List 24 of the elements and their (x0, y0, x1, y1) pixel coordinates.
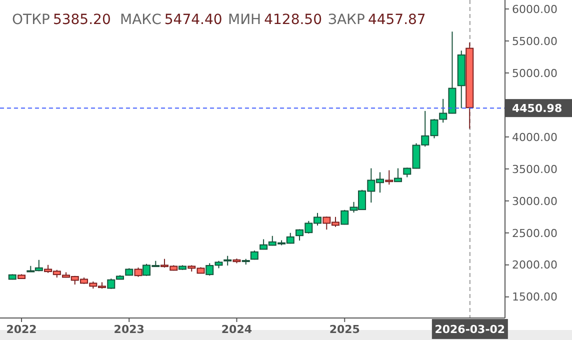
x-tick-label: 2023 (114, 323, 144, 336)
ref-line-label: 2026-03-02 (434, 323, 506, 336)
y-tick-label: 1500.00 (512, 290, 558, 304)
y-tick-label: 2500.00 (512, 226, 558, 240)
ref-line-label: 4450.98 (512, 102, 562, 115)
y-tick-label: 4000.00 (512, 130, 558, 144)
candlestick (224, 255, 232, 266)
y-tick-label: 2000.00 (512, 258, 558, 272)
x-tick-label: 2025 (329, 323, 360, 336)
y-tick-label: 5000.00 (512, 66, 558, 80)
y-tick-label: 3500.00 (512, 162, 558, 176)
x-tick-label: 2022 (6, 323, 37, 336)
x-tick-label: 2024 (221, 323, 252, 336)
y-tick-label: 3000.00 (512, 194, 558, 208)
candlestick (134, 267, 142, 278)
y-tick-label: 6000.00 (512, 2, 558, 16)
y-tick-label: 5500.00 (512, 34, 558, 48)
annotation: ОТКР 5385.20 (12, 12, 111, 28)
candlestick (394, 168, 402, 182)
candlestick (107, 278, 116, 290)
candlestick (385, 170, 394, 186)
annotation: МАКС 5474.40 (120, 12, 222, 28)
annotation: МИН 4128.50 (228, 12, 322, 28)
annotation: ЗАКР 4457.87 (328, 12, 426, 28)
